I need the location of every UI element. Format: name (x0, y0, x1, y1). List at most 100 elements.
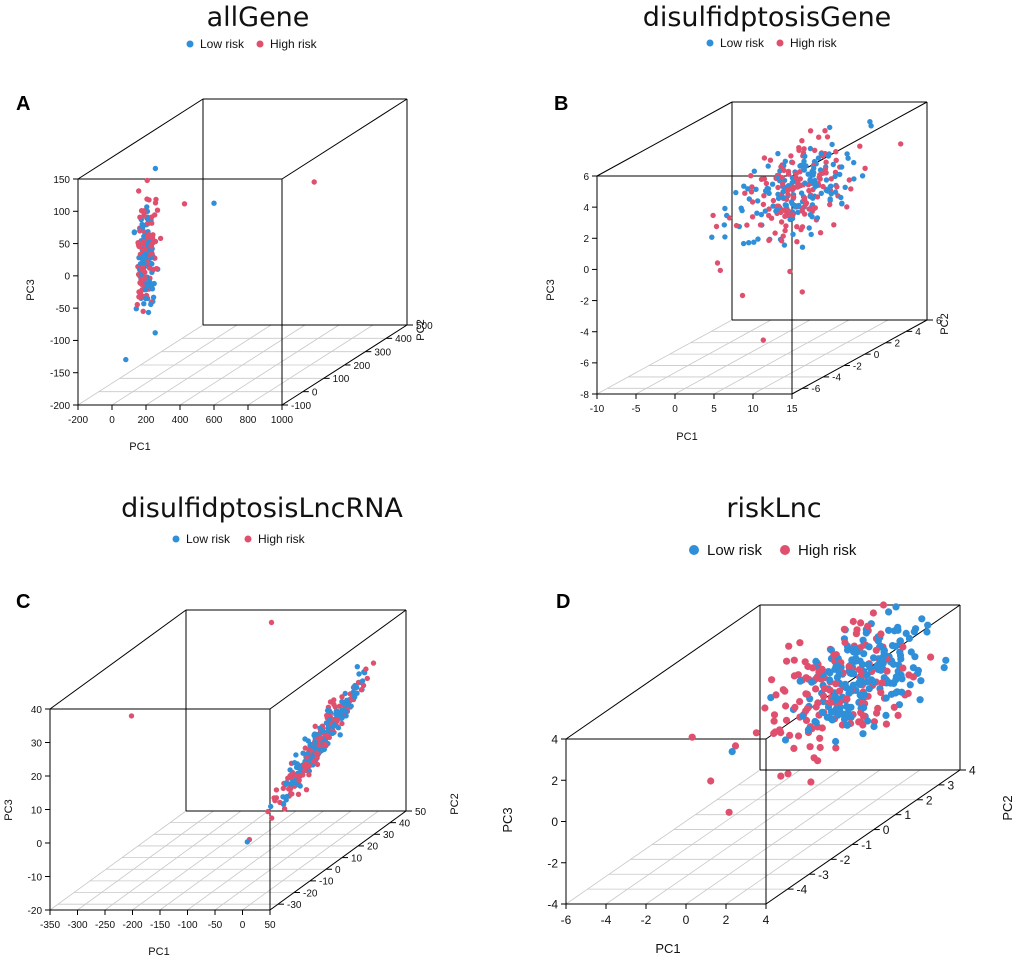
point-low-risk (148, 301, 154, 308)
y-tick-label: -6 (811, 384, 820, 395)
point-high-risk (748, 189, 755, 195)
x-tick-label: -150 (150, 920, 170, 931)
point-low-risk (145, 309, 152, 316)
x-tick-label: -200 (68, 415, 88, 426)
point-high-risk (820, 183, 826, 190)
point-high-risk (281, 806, 288, 812)
point-low-risk (152, 165, 159, 172)
point-low-risk (754, 210, 760, 216)
point-low-risk (810, 195, 816, 201)
point-low-risk (802, 153, 808, 159)
box-edge (269, 810, 407, 911)
x-tick-label: 5 (711, 404, 717, 415)
point-low-risk (335, 725, 342, 731)
y-tick-label: 40 (399, 818, 411, 829)
point-low-risk (835, 669, 843, 677)
y-tick-label: -4 (797, 883, 808, 897)
panel-a-title: allGene (207, 2, 310, 33)
point-high-risk (812, 147, 818, 153)
point-high-risk (303, 787, 310, 793)
point-low-risk (851, 644, 859, 653)
point-low-risk (880, 646, 889, 655)
point-high-risk (812, 685, 820, 693)
legend-low-label: Low risk (200, 37, 245, 51)
point-low-risk (808, 231, 814, 238)
point-low-risk (803, 163, 809, 169)
point-low-risk (856, 691, 864, 699)
panel-c-title: disulfidptosisLncRNA (121, 493, 403, 524)
legend-low-label: Low risk (707, 542, 763, 559)
point-high-risk (832, 680, 840, 688)
point-high-risk (148, 251, 154, 257)
point-low-risk (842, 184, 848, 190)
point-high-risk (137, 293, 144, 299)
point-low-risk (837, 171, 843, 178)
point-high-risk (128, 713, 135, 719)
point-low-risk (152, 330, 158, 336)
point-low-risk (320, 728, 326, 734)
point-low-risk (807, 176, 813, 182)
y-tick-label: -30 (287, 900, 302, 911)
point-low-risk (814, 215, 821, 221)
x-tick-label: 0 (109, 415, 115, 426)
point-high-risk (820, 685, 829, 693)
point-low-risk (839, 201, 845, 207)
point-low-risk (811, 717, 819, 726)
point-low-risk (868, 676, 876, 684)
point-high-risk (807, 778, 815, 786)
panel-c: disulfidptosisLncRNA Low risk High risk … (3, 493, 461, 958)
point-low-risk (312, 732, 318, 738)
point-low-risk (740, 240, 747, 247)
point-high-risk (322, 742, 329, 748)
point-low-risk (287, 767, 293, 773)
point-low-risk (344, 697, 350, 703)
point-low-risk (882, 711, 890, 720)
point-low-risk (722, 234, 728, 240)
point-high-risk (927, 653, 935, 661)
grid-line (685, 769, 881, 905)
x-tick-label: 1000 (271, 415, 294, 426)
y-axis-label: PC2 (939, 313, 951, 334)
point-low-risk (352, 694, 358, 700)
point-high-risk (846, 177, 852, 183)
point-low-risk (902, 629, 910, 638)
x-tick-label: -4 (601, 913, 612, 927)
point-high-risk (794, 224, 800, 230)
point-high-risk (714, 260, 721, 266)
y-axis-label: PC2 (449, 793, 461, 814)
point-high-risk (280, 785, 286, 792)
point-high-risk (772, 230, 778, 236)
point-high-risk (790, 656, 798, 664)
point-low-risk (815, 155, 822, 161)
point-low-risk (833, 662, 842, 670)
box-edge (281, 98, 408, 180)
point-high-risk (877, 630, 885, 638)
point-high-risk (785, 642, 793, 650)
point-high-risk (339, 694, 345, 700)
point-high-risk (370, 660, 377, 666)
point-high-risk (794, 239, 800, 245)
point-high-risk (152, 200, 159, 206)
point-high-risk (826, 686, 834, 694)
point-high-risk (269, 815, 275, 821)
point-low-risk (751, 239, 757, 245)
z-tick-label: 0 (36, 839, 42, 850)
point-low-risk (830, 161, 836, 168)
z-tick-label: 4 (583, 203, 589, 214)
point-low-risk (799, 244, 806, 250)
point-low-risk (312, 739, 318, 746)
legend-low-dot (706, 39, 714, 47)
point-low-risk (841, 680, 849, 688)
point-low-risk (741, 183, 747, 189)
point-low-risk (811, 169, 817, 176)
panel-d-title: riskLnc (726, 493, 821, 524)
z-tick-label: 2 (551, 774, 558, 788)
point-low-risk (808, 678, 816, 686)
point-low-risk (844, 151, 850, 157)
point-high-risk (822, 166, 829, 172)
point-high-risk (816, 134, 822, 140)
point-high-risk (841, 638, 849, 647)
z-tick-label: -4 (580, 328, 589, 339)
y-tick-label: 200 (354, 361, 371, 372)
z-tick-label: -150 (50, 369, 70, 380)
